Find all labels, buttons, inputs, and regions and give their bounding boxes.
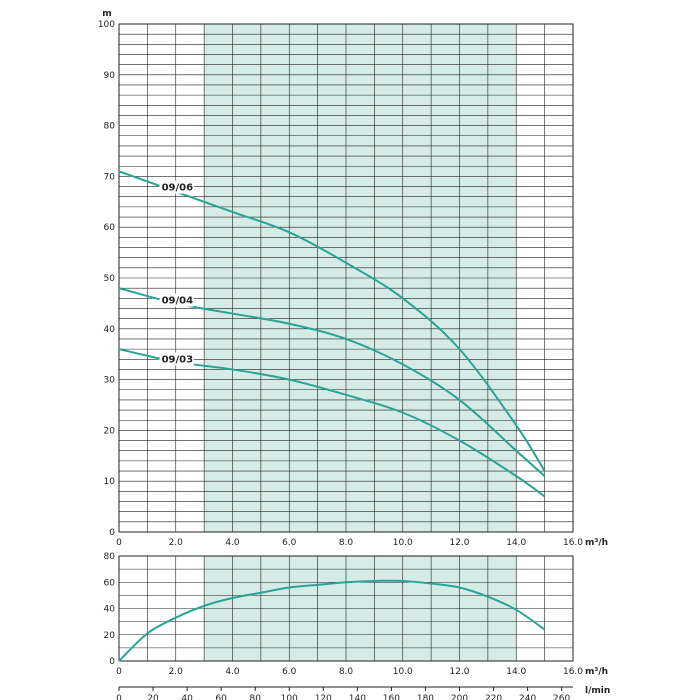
y-tick-label: 40 [104,325,116,335]
secondary-x-tick-label: 80 [249,694,261,700]
series-label-bg [159,180,194,194]
x-tick-label: 10.0 [393,538,413,548]
y-tick-label: 60 [104,578,116,588]
x-axis-unit: m³/h [585,538,608,548]
series-label: 09/06 [162,183,194,194]
secondary-x-tick-label: 140 [349,694,366,700]
x-tick-label: 14.0 [506,538,526,548]
x-tick-label: 8.0 [339,538,354,548]
y-tick-label: 90 [104,71,116,81]
y-tick-label: 0 [109,528,115,538]
x-tick-label: 2.0 [169,538,184,548]
secondary-x-tick-label: 20 [147,694,159,700]
x-tick-label: 14.0 [506,667,526,677]
x-axis-unit: m³/h [585,667,608,677]
x-tick-label: 6.0 [282,538,297,548]
y-tick-label: 80 [104,122,116,132]
y-tick-label: 70 [104,172,116,182]
x-tick-label: 16.0 [563,538,583,548]
efficiency-chart: 0 20 40 60 80 0 2.0 4.0 6.0 8.0 10.0 12.0 14.0 16.0 m³… [104,552,611,700]
plot-frame [118,23,574,533]
x-tick-label: 12.0 [449,538,469,548]
y-tick-label: 20 [104,426,116,436]
y-tick-label: 100 [98,20,115,30]
series-label-bg [159,352,194,366]
x-tick-label: 2.0 [169,667,184,677]
secondary-x-axis-unit: l/min [585,686,610,696]
series-label-bg [159,293,194,307]
y-tick-label: 20 [104,631,116,641]
secondary-x-tick-label: 40 [181,694,193,700]
plot-frame [118,555,574,662]
y-tick-label: 40 [104,605,116,615]
x-tick-label: 0 [116,667,122,677]
x-tick-label: 4.0 [225,538,240,548]
head-chart: 0 10 20 30 40 50 60 70 80 90 100 0 2.0 4.0 6.0 8.0 10.0 1… [98,9,608,548]
series-label: 09/03 [162,355,194,366]
y-tick-label: 50 [104,274,116,284]
secondary-x-tick-label: 120 [315,694,332,700]
y-tick-label: 0 [109,657,115,667]
secondary-x-tick-label: 180 [417,694,434,700]
y-tick-label: 60 [104,223,116,233]
y-tick-label: 10 [104,477,116,487]
secondary-x-tick-label: 200 [451,694,468,700]
series-line-09-06 [118,170,546,472]
secondary-x-tick-label: 160 [383,694,400,700]
x-tick-label: 10.0 [393,667,413,677]
x-tick-label: 16.0 [563,667,583,677]
series-label: 09/04 [162,296,194,307]
y-tick-label: 80 [104,552,116,562]
y-tick-label: 30 [104,376,116,386]
secondary-x-tick-label: 220 [485,694,502,700]
x-tick-label: 6.0 [282,667,297,677]
series-line-curve-0 [118,579,546,662]
x-tick-label: 4.0 [225,667,240,677]
series-line-09-04 [118,287,546,477]
secondary-x-tick-label: 260 [553,694,570,700]
x-tick-label: 12.0 [449,667,469,677]
secondary-x-tick-label: 240 [519,694,536,700]
secondary-x-tick-label: 0 [116,694,122,700]
x-tick-label: 0 [116,538,122,548]
secondary-x-tick-label: 60 [215,694,227,700]
secondary-x-tick-label: 100 [281,694,298,700]
x-tick-label: 8.0 [339,667,354,677]
y-axis-unit: m [102,9,111,19]
